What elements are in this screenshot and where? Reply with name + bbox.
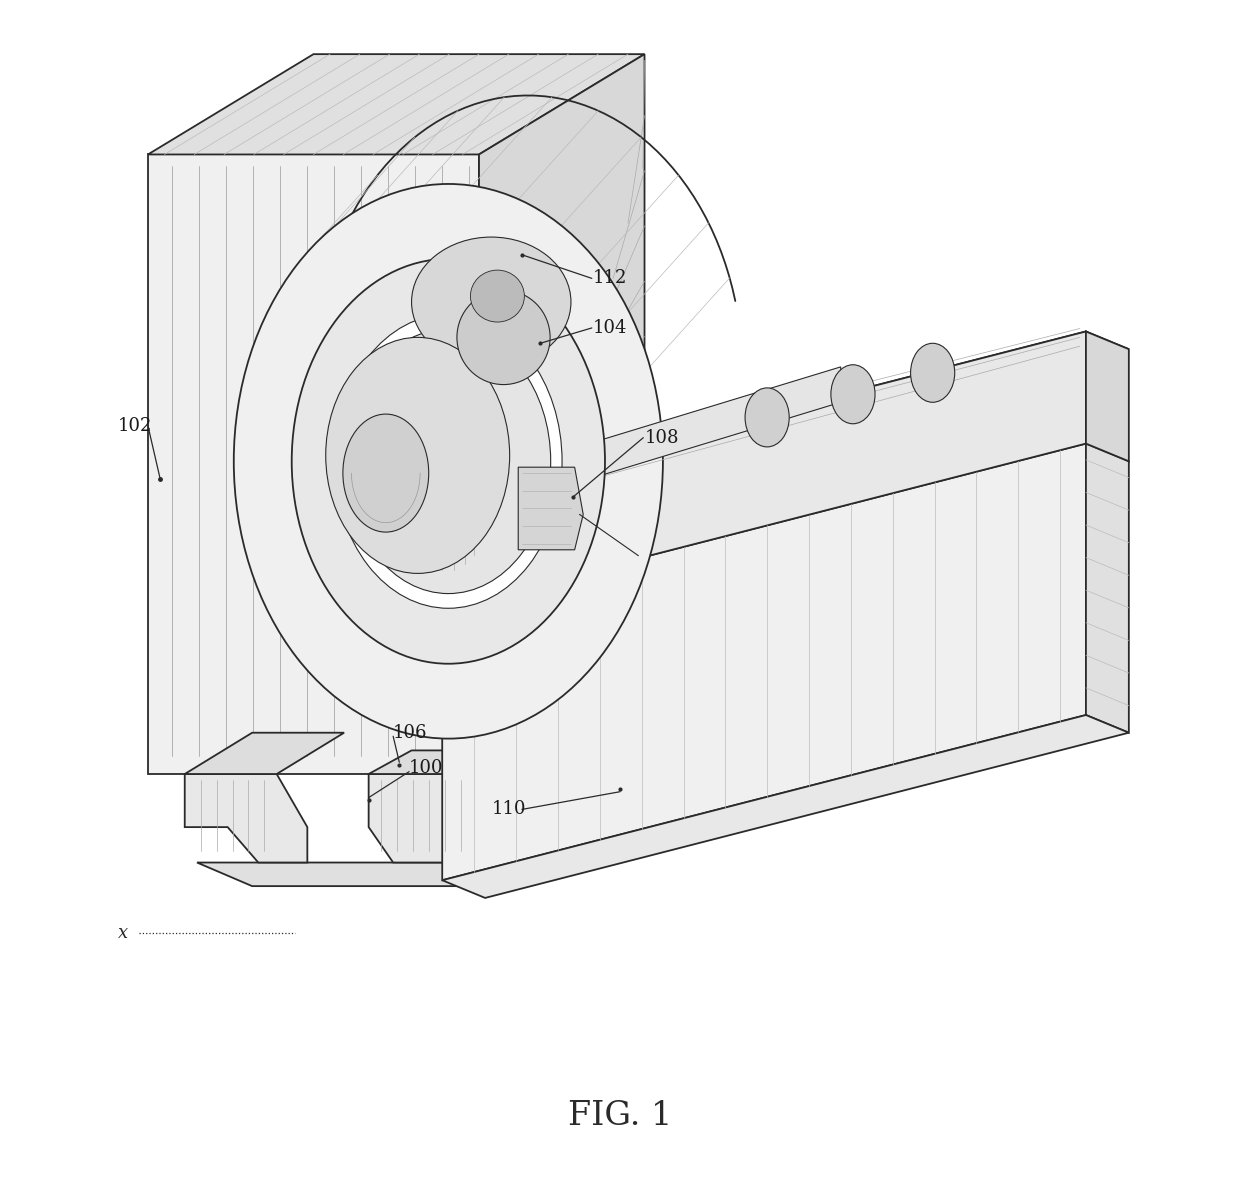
Polygon shape bbox=[472, 367, 841, 515]
Ellipse shape bbox=[456, 290, 551, 384]
Ellipse shape bbox=[343, 414, 429, 533]
Polygon shape bbox=[443, 444, 1086, 880]
Polygon shape bbox=[1086, 332, 1128, 461]
Polygon shape bbox=[368, 774, 472, 862]
Ellipse shape bbox=[412, 238, 570, 367]
Ellipse shape bbox=[910, 344, 955, 402]
Polygon shape bbox=[518, 467, 583, 549]
Ellipse shape bbox=[335, 314, 562, 608]
Text: x: x bbox=[118, 924, 129, 942]
Text: 110: 110 bbox=[491, 800, 526, 818]
Ellipse shape bbox=[831, 364, 875, 424]
Polygon shape bbox=[443, 444, 1128, 633]
Text: FIG. 1: FIG. 1 bbox=[568, 1100, 672, 1132]
Ellipse shape bbox=[470, 270, 525, 322]
Polygon shape bbox=[197, 862, 497, 886]
Text: 104: 104 bbox=[593, 319, 627, 337]
Text: 106: 106 bbox=[393, 724, 428, 741]
Polygon shape bbox=[185, 733, 345, 774]
Polygon shape bbox=[185, 774, 308, 862]
Polygon shape bbox=[148, 54, 645, 154]
Text: 112: 112 bbox=[593, 270, 627, 288]
Polygon shape bbox=[479, 54, 645, 774]
Text: 100: 100 bbox=[409, 759, 444, 777]
Polygon shape bbox=[1086, 444, 1128, 733]
Ellipse shape bbox=[326, 338, 510, 573]
Polygon shape bbox=[443, 332, 1128, 521]
Ellipse shape bbox=[234, 184, 663, 739]
Ellipse shape bbox=[346, 330, 551, 593]
Ellipse shape bbox=[291, 259, 605, 664]
Text: 102: 102 bbox=[118, 417, 151, 435]
Ellipse shape bbox=[745, 388, 789, 447]
Polygon shape bbox=[443, 715, 1128, 898]
Polygon shape bbox=[368, 750, 516, 774]
Text: 108: 108 bbox=[645, 429, 680, 447]
Polygon shape bbox=[443, 332, 1086, 609]
Polygon shape bbox=[148, 154, 479, 774]
